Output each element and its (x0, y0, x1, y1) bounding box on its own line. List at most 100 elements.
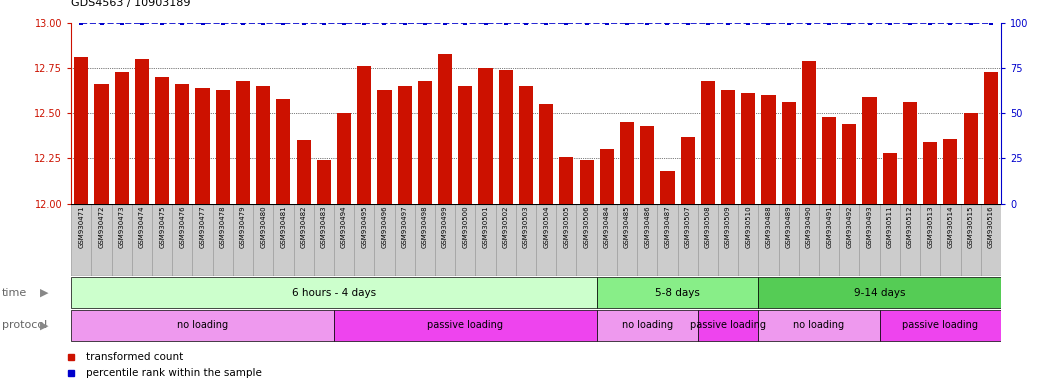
Bar (438, 54, 452, 204)
Bar (697, 310, 758, 341)
Bar (923, 142, 937, 204)
Bar (173, 204, 193, 276)
Text: GSM930477: GSM930477 (200, 206, 205, 248)
Bar (879, 204, 899, 276)
Bar (981, 204, 1001, 276)
Bar (559, 157, 574, 204)
Text: GSM930510: GSM930510 (745, 206, 752, 248)
Bar (879, 310, 1001, 341)
Bar (354, 204, 375, 276)
Bar (620, 122, 634, 204)
Text: GSM930472: GSM930472 (98, 206, 105, 248)
Text: GSM930476: GSM930476 (179, 206, 185, 248)
Bar (314, 204, 334, 276)
Bar (293, 204, 314, 276)
Text: GSM930506: GSM930506 (583, 206, 589, 248)
Text: GSM930487: GSM930487 (665, 206, 670, 248)
Bar (580, 160, 594, 204)
Text: GSM930501: GSM930501 (483, 206, 489, 248)
Text: GSM930484: GSM930484 (604, 206, 609, 248)
Text: ▶: ▶ (40, 320, 48, 331)
Text: GSM930498: GSM930498 (422, 206, 428, 248)
Bar (597, 204, 617, 276)
Text: 9-14 days: 9-14 days (854, 288, 906, 298)
Text: 5-8 days: 5-8 days (655, 288, 700, 298)
Bar (273, 204, 293, 276)
Text: GSM930503: GSM930503 (522, 206, 529, 248)
Text: ▶: ▶ (40, 288, 48, 298)
Bar (415, 204, 435, 276)
Bar (697, 204, 718, 276)
Bar (296, 141, 311, 204)
Bar (758, 204, 779, 276)
Bar (459, 86, 472, 204)
Bar (802, 61, 816, 204)
Bar (960, 204, 981, 276)
Text: GSM930478: GSM930478 (220, 206, 226, 248)
Bar (135, 59, 149, 204)
Bar (758, 277, 1001, 308)
Bar (577, 204, 597, 276)
Bar (152, 204, 173, 276)
Bar (899, 204, 920, 276)
Bar (196, 88, 209, 204)
Bar (597, 277, 758, 308)
Text: GSM930513: GSM930513 (928, 206, 933, 248)
Text: GSM930516: GSM930516 (987, 206, 994, 248)
Text: GSM930493: GSM930493 (867, 206, 872, 248)
Bar (475, 204, 495, 276)
Text: passive loading: passive loading (903, 320, 978, 331)
Bar (883, 153, 897, 204)
Bar (963, 113, 978, 204)
Text: GSM930500: GSM930500 (463, 206, 468, 248)
Bar (155, 77, 170, 204)
Bar (741, 93, 755, 204)
Bar (232, 204, 253, 276)
Text: GSM930508: GSM930508 (705, 206, 711, 248)
Bar (94, 84, 109, 204)
Bar (455, 204, 475, 276)
Bar (253, 204, 273, 276)
Bar (842, 124, 856, 204)
Bar (984, 72, 998, 204)
Text: protocol: protocol (2, 320, 47, 331)
Text: passive loading: passive loading (690, 320, 766, 331)
Bar (377, 90, 392, 204)
Bar (822, 117, 837, 204)
Text: transformed count: transformed count (86, 351, 183, 362)
Bar (556, 204, 577, 276)
Bar (799, 204, 819, 276)
Bar (334, 204, 354, 276)
Bar (357, 66, 372, 204)
Bar (661, 171, 674, 204)
Bar (681, 137, 695, 204)
Bar (638, 204, 658, 276)
Text: GSM930490: GSM930490 (806, 206, 811, 248)
Text: GSM930471: GSM930471 (79, 206, 85, 248)
Text: GSM930512: GSM930512 (907, 206, 913, 248)
Text: passive loading: passive loading (427, 320, 504, 331)
Bar (536, 204, 556, 276)
Text: GSM930499: GSM930499 (442, 206, 448, 248)
Bar (495, 204, 516, 276)
Text: GSM930494: GSM930494 (341, 206, 347, 248)
Bar (658, 204, 677, 276)
Bar (903, 103, 917, 204)
Text: time: time (2, 288, 27, 298)
Text: GSM930502: GSM930502 (503, 206, 509, 248)
Bar (398, 86, 411, 204)
Bar (74, 57, 88, 204)
Text: GSM930514: GSM930514 (948, 206, 954, 248)
Bar (600, 149, 614, 204)
Bar (317, 160, 331, 204)
Bar (71, 204, 91, 276)
Text: GSM930485: GSM930485 (624, 206, 630, 248)
Text: GSM930491: GSM930491 (826, 206, 832, 248)
Text: GSM930509: GSM930509 (726, 206, 731, 248)
Bar (718, 204, 738, 276)
Bar (375, 204, 395, 276)
Text: GSM930479: GSM930479 (240, 206, 246, 248)
Bar (132, 204, 152, 276)
Bar (257, 86, 270, 204)
Bar (819, 204, 840, 276)
